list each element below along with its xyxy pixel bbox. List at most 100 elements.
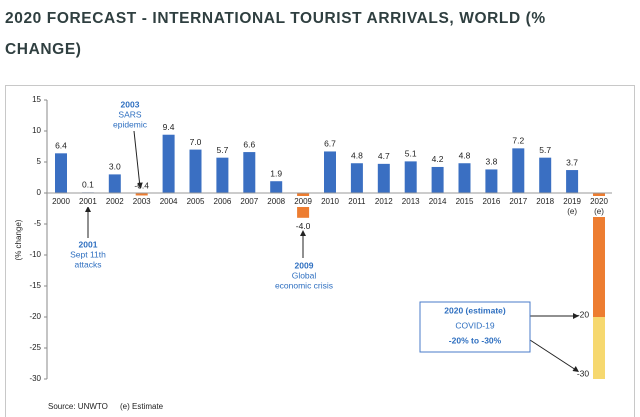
- bar: [350, 163, 363, 193]
- bar: [539, 157, 552, 193]
- x-tick-label: 2003: [133, 197, 151, 206]
- label-bg: [399, 196, 422, 207]
- annotation: economic crisis: [275, 280, 333, 290]
- bar: [512, 148, 525, 193]
- value-label: 6.4: [55, 141, 67, 151]
- label-bg: [345, 196, 368, 207]
- bar: [324, 151, 336, 193]
- arrow: [133, 130, 141, 188]
- x-tick-label: 2013: [402, 197, 420, 206]
- value-label: 4.8: [351, 150, 363, 160]
- bar: [162, 134, 175, 193]
- annotation: 2009: [295, 260, 314, 270]
- annotation: COVID-19: [455, 320, 494, 330]
- x-tick-note: (e): [594, 207, 604, 216]
- forecast-bar: [593, 317, 605, 379]
- value-label: 9.4: [163, 122, 175, 132]
- bar: [566, 170, 579, 193]
- value-label: 4.2: [432, 154, 444, 164]
- value-label: 3.7: [566, 157, 578, 167]
- y-tick-label: 10: [32, 126, 41, 135]
- label-bg: [76, 196, 99, 207]
- value-label: 5.7: [216, 145, 228, 155]
- x-tick-label: 2007: [240, 197, 258, 206]
- value-label: 4.7: [378, 151, 390, 161]
- x-tick-label: 2014: [429, 197, 447, 206]
- y-tick-label: -5: [34, 219, 42, 228]
- annotation: attacks: [75, 259, 102, 269]
- bar: [270, 181, 283, 193]
- forecast-bar: [593, 193, 605, 317]
- note: (e) Estimate: [120, 402, 164, 411]
- arrowheads: [85, 182, 579, 372]
- y-tick-label: 0: [37, 188, 42, 197]
- annotation: 2001: [79, 239, 98, 249]
- arrow: [529, 339, 577, 371]
- bar: [243, 152, 256, 193]
- value-label: -4.0: [296, 221, 311, 231]
- y-tick-label: 15: [32, 95, 41, 104]
- x-tick-label: 2009: [294, 197, 312, 206]
- x-tick-label: 2001: [79, 197, 97, 206]
- label-bg: [292, 196, 315, 207]
- label-bg: [130, 196, 153, 207]
- value-label: 7.0: [190, 137, 202, 147]
- label-bg: [372, 196, 395, 207]
- chart-frame: [5, 85, 635, 417]
- bar: [189, 149, 202, 193]
- annotation: -20% to -30%: [449, 335, 502, 345]
- y-tick-label: -20: [29, 312, 41, 321]
- annotation: Global: [292, 270, 317, 280]
- label-bg: [453, 196, 476, 207]
- x-tick-label: 2010: [321, 197, 339, 206]
- source: Source: UNWTO: [48, 402, 108, 411]
- x-tick-label: 2006: [214, 197, 232, 206]
- value-label: 3.0: [109, 162, 121, 172]
- value-label: -30: [577, 368, 590, 378]
- label-bg: [265, 196, 288, 207]
- arrowhead: [573, 313, 579, 319]
- annotation: Sept 11th: [70, 249, 106, 259]
- arrowhead: [85, 206, 91, 212]
- x-tick-label: 2019: [563, 197, 581, 206]
- value-label: 7.2: [512, 136, 524, 146]
- arrowhead: [300, 230, 306, 236]
- value-label: 4.8: [459, 150, 471, 160]
- label-bg: [238, 196, 261, 207]
- x-tick-label: 2018: [536, 197, 554, 206]
- y-tick-label: -10: [29, 250, 41, 259]
- value-label: 5.1: [405, 149, 417, 159]
- y-tick-label: 5: [37, 157, 42, 166]
- bar: [377, 163, 390, 193]
- label-bg: [319, 196, 341, 207]
- x-tick-label: 2011: [348, 197, 366, 206]
- bar: [108, 174, 121, 193]
- value-label: 0.1: [82, 180, 94, 190]
- label-bg: [534, 196, 557, 207]
- label-bg: [426, 196, 449, 207]
- x-tick-label: 2008: [267, 197, 285, 206]
- y-tick-label: -25: [29, 343, 41, 352]
- x-tick-label: 2000: [52, 197, 70, 206]
- x-tick-label: 2005: [187, 197, 205, 206]
- value-label: 6.6: [243, 139, 255, 149]
- x-tick-note: (e): [567, 207, 577, 216]
- annotation-box: [419, 301, 531, 353]
- label-bg: [211, 196, 234, 207]
- arrowhead: [137, 182, 143, 189]
- y-tick-label: -30: [29, 374, 41, 383]
- x-tick-label: 2020: [590, 197, 608, 206]
- annotation: SARS: [118, 109, 141, 119]
- label-bg: [103, 196, 126, 207]
- annotation: 2003: [121, 99, 140, 109]
- value-label: 3.8: [485, 157, 497, 167]
- value-label: -0.4: [134, 180, 149, 190]
- bar: [216, 157, 229, 193]
- x-tick-label: 2016: [483, 197, 501, 206]
- value-label: 5.7: [539, 145, 551, 155]
- x-tick-label: 2002: [106, 197, 124, 206]
- x-tick-label: 2015: [456, 197, 474, 206]
- label-bg: [480, 196, 503, 207]
